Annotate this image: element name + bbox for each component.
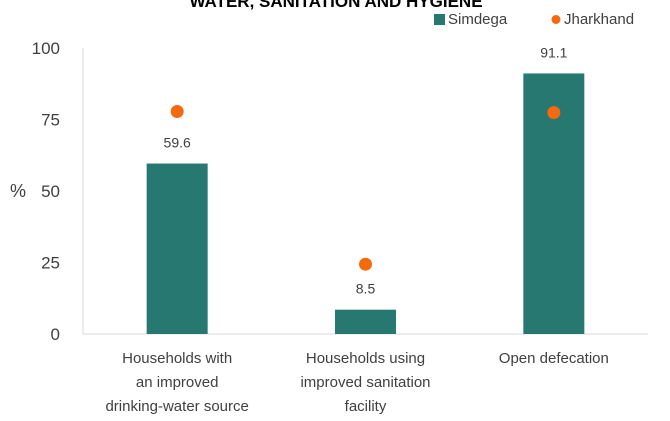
- legend-swatch-marker: [551, 15, 561, 24]
- y-axis-label: %: [10, 181, 26, 201]
- marker-point: [170, 104, 184, 118]
- y-tick-label: 75: [41, 111, 60, 130]
- data-label: 59.6: [164, 135, 191, 151]
- data-label: 8.5: [356, 281, 376, 297]
- marker-point: [547, 106, 561, 120]
- y-tick-label: 0: [51, 325, 60, 344]
- x-tick-label: improved sanitation: [300, 374, 430, 391]
- bar: [335, 309, 396, 334]
- y-tick-label: 25: [41, 254, 60, 273]
- legend-label: Jharkhand: [564, 11, 634, 28]
- data-label: 91.1: [540, 44, 567, 60]
- legend: Simdega Jharkhand: [434, 11, 634, 28]
- data-labels: 59.6 8.5 91.1: [164, 44, 568, 296]
- legend-swatch-bar: [434, 14, 445, 25]
- bar: [146, 163, 208, 334]
- x-tick-label: Households using: [306, 350, 425, 367]
- y-tick-label: 100: [32, 39, 60, 58]
- legend-label: Simdega: [448, 11, 508, 28]
- x-tick-label: Households with: [122, 350, 232, 367]
- x-tick-label: facility: [345, 398, 387, 415]
- y-tick-label: 50: [41, 182, 60, 201]
- x-tick-label: an improved: [136, 374, 219, 391]
- markers: [170, 104, 561, 271]
- x-tick-label: drinking-water source: [105, 398, 248, 415]
- y-axis: 0 25 50 75 100: [32, 39, 60, 344]
- marker-point: [359, 257, 372, 271]
- x-tick-label: Open defecation: [499, 350, 609, 367]
- x-axis: Households with an improved drinking-water…: [105, 350, 608, 415]
- bars: [146, 73, 585, 334]
- chart-title: WATER, SANITATION AND HYGIENE: [189, 0, 482, 11]
